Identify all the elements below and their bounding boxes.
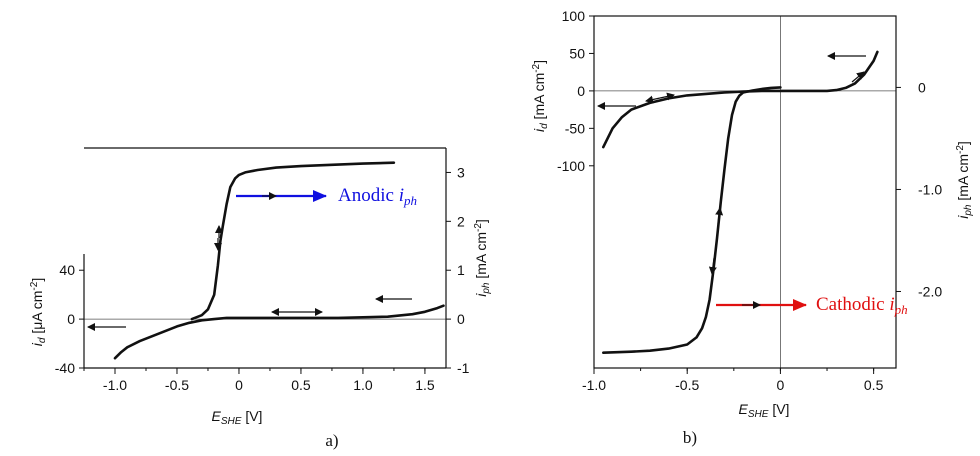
chart-b-frame [593, 15, 897, 369]
chart-a-ylabel-right: iph [mA cm-2] [473, 219, 492, 297]
x-tick-label: -1.0 [582, 377, 606, 393]
y-right-tick-label: 2 [457, 213, 465, 229]
chart-b: -1.0 -0.5 0 0.5 -100 -50 0 50 100 0 -1.0 -2.0 Cat… [531, 8, 974, 447]
chart-b-xlabel: ESHE [V] [739, 401, 790, 420]
chart-b-ticks-x: -1.0 -0.5 0 0.5 [582, 368, 884, 393]
chart-a-series-right [190, 161, 396, 321]
y-left-tick-label: -100 [557, 158, 585, 174]
y-right-tick-label: -1 [457, 360, 470, 376]
chart-b-ylabel-right: iph [mA cm-2] [955, 141, 974, 219]
y-left-tick-label: 0 [577, 83, 585, 99]
arrow-b-curve-right [659, 92, 675, 101]
chart-a-ticks-left: -40 0 40 [55, 262, 84, 376]
y-left-tick-label: 0 [67, 311, 75, 327]
x-tick-label: -0.5 [675, 377, 699, 393]
chart-b-ticks-right: 0 -1.0 -2.0 [896, 79, 942, 299]
x-tick-label: 0 [235, 377, 243, 393]
chart-b-panel-label: b) [683, 428, 697, 447]
y-right-tick-label: 1 [457, 262, 465, 278]
chart-a-ticks-right: -1 0 1 2 3 [446, 164, 470, 376]
anodic-label: Anodic iph [338, 185, 417, 208]
y-right-tick-label: 3 [457, 164, 465, 180]
chart-b-series-right [602, 86, 782, 354]
cathodic-label: Cathodic iph [816, 294, 908, 317]
y-left-tick-label: 40 [59, 262, 75, 278]
x-tick-label: 0 [777, 377, 785, 393]
chart-b-ylabel-left: id [mA cm-2] [531, 60, 550, 132]
y-left-tick-label: -50 [565, 120, 585, 136]
arrow-b-rise-up [715, 207, 724, 225]
x-tick-label: 1.0 [353, 377, 373, 393]
y-right-tick-label: 0 [457, 311, 465, 327]
x-tick-label: -1.0 [103, 377, 127, 393]
chart-a-panel-label: a) [325, 431, 338, 450]
chart-a-ticks-x: -1.0 -0.5 0 0.5 1.0 1.5 [83, 368, 435, 393]
x-tick-label: 0.5 [864, 377, 884, 393]
chart-b-series-left [602, 50, 879, 149]
x-tick-label: -0.5 [165, 377, 189, 393]
y-left-tick-label: 100 [562, 8, 586, 24]
chart-a: -1.0 -0.5 0 0.5 1.0 1.5 -40 0 40 -1 0 1 2 3 Anodic … [29, 147, 492, 450]
chart-a-direction-arrows [87, 225, 412, 331]
y-right-tick-label: -2.0 [918, 283, 942, 299]
arrow-b-rise-down [708, 257, 717, 275]
arrow-b-curve-left [645, 95, 661, 104]
arrow-b-upper-right [851, 71, 865, 83]
chart-a-series-left [113, 304, 445, 360]
chart-b-direction-arrows [597, 52, 866, 275]
y-left-tick-label: 50 [569, 45, 585, 61]
y-left-tick-label: -40 [55, 360, 75, 376]
chart-a-ylabel-left: id [μA cm-2] [29, 278, 48, 346]
y-right-tick-label: 0 [918, 79, 926, 95]
x-tick-label: 1.5 [415, 377, 435, 393]
x-tick-label: 0.5 [291, 377, 311, 393]
chart-a-xlabel: ESHE [V] [212, 408, 263, 427]
y-right-tick-label: -1.0 [918, 181, 942, 197]
chart-b-ticks-left: -100 -50 0 50 100 [557, 8, 594, 174]
